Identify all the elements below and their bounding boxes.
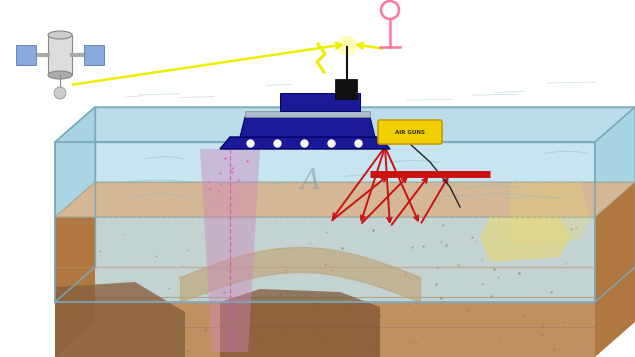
Bar xyxy=(280,93,360,111)
Polygon shape xyxy=(55,217,595,357)
Bar xyxy=(16,45,36,65)
Polygon shape xyxy=(55,107,95,302)
Polygon shape xyxy=(220,289,380,357)
Polygon shape xyxy=(55,282,185,357)
Circle shape xyxy=(54,87,66,99)
Polygon shape xyxy=(480,217,570,262)
Bar xyxy=(335,79,357,99)
Circle shape xyxy=(337,36,357,56)
Polygon shape xyxy=(240,117,375,137)
Text: AIR GUNS: AIR GUNS xyxy=(395,130,425,135)
FancyBboxPatch shape xyxy=(378,120,442,144)
Polygon shape xyxy=(55,182,95,357)
Polygon shape xyxy=(220,137,390,149)
Polygon shape xyxy=(95,182,635,199)
Ellipse shape xyxy=(48,71,72,79)
Bar xyxy=(84,45,104,65)
Polygon shape xyxy=(245,111,370,117)
Polygon shape xyxy=(55,182,635,217)
Bar xyxy=(48,35,72,75)
Polygon shape xyxy=(95,107,635,182)
Text: A: A xyxy=(300,168,320,195)
Polygon shape xyxy=(55,107,635,142)
Polygon shape xyxy=(595,107,635,302)
Ellipse shape xyxy=(48,31,72,39)
Polygon shape xyxy=(200,149,260,352)
Polygon shape xyxy=(510,182,590,245)
Polygon shape xyxy=(595,182,635,357)
Polygon shape xyxy=(55,142,595,302)
